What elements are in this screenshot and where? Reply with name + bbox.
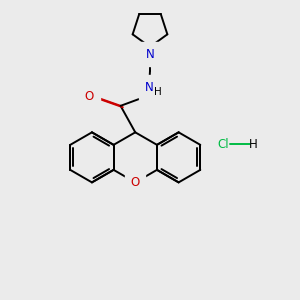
Text: H: H bbox=[154, 87, 162, 97]
Text: O: O bbox=[85, 90, 94, 103]
Text: O: O bbox=[131, 176, 140, 189]
Text: N: N bbox=[145, 81, 154, 94]
Text: H: H bbox=[249, 138, 257, 151]
Text: Cl: Cl bbox=[218, 138, 230, 151]
Text: N: N bbox=[146, 47, 154, 61]
